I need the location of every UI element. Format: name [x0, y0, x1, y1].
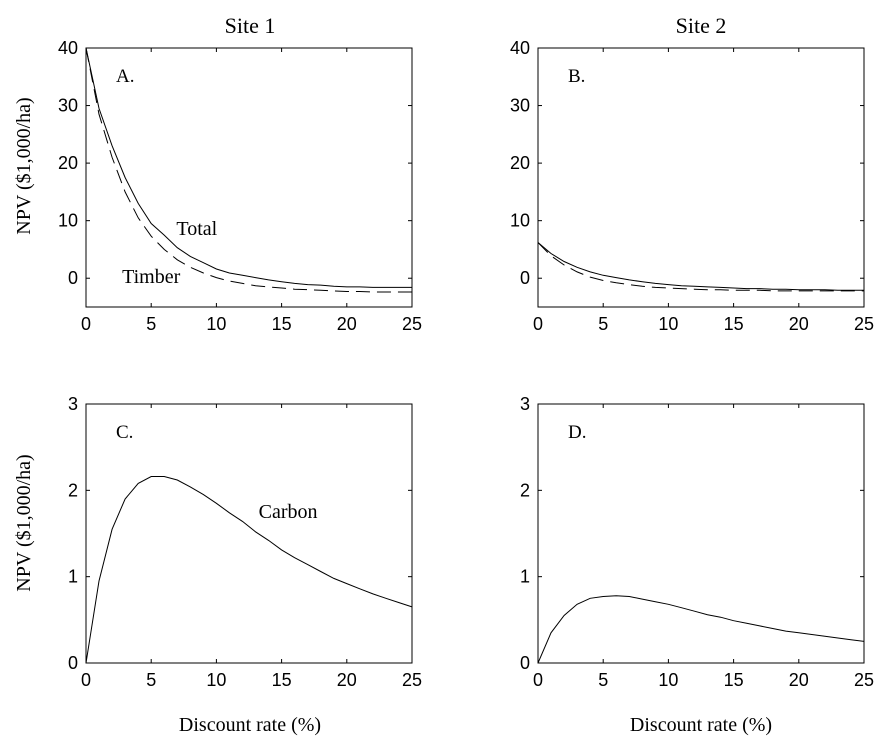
x-tick-label-a-1: 5	[146, 314, 156, 334]
y-tick-label-b-4: 40	[510, 38, 530, 58]
y-tick-label-c-3: 3	[68, 394, 78, 414]
x-tick-label-c-0: 0	[81, 670, 91, 690]
x-tick-label-c-1: 5	[146, 670, 156, 690]
panel-a: 0 5 10 15 20 25 0 10 20 30 40 A. Total Timber	[58, 38, 422, 334]
x-tick-label-d-2: 10	[658, 670, 678, 690]
y-tick-label-a-2: 20	[58, 153, 78, 173]
panel-label-d: D.	[568, 422, 586, 443]
x-tick-label-a-2: 10	[206, 314, 226, 334]
annotation-total-a: Total	[176, 218, 217, 240]
column-title-site-1: Site 1	[225, 13, 276, 38]
y-tick-label-d-1: 1	[520, 567, 530, 587]
x-tick-label-b-4: 20	[789, 314, 809, 334]
y-tick-label-a-0: 0	[68, 268, 78, 288]
y-tick-label-a-4: 40	[58, 38, 78, 58]
dashed-line-b	[537, 242, 864, 292]
x-tick-label-b-2: 10	[658, 314, 678, 334]
annotation-carbon-c: Carbon	[259, 501, 318, 523]
x-tick-label-d-3: 15	[724, 670, 744, 690]
x-tick-label-b-3: 15	[724, 314, 744, 334]
x-tick-label-b-0: 0	[533, 314, 543, 334]
annotation-timber-a: Timber	[122, 266, 181, 288]
y-tick-label-b-3: 30	[510, 96, 530, 116]
column-title-site-2: Site 2	[676, 13, 727, 38]
panel-b: 0 5 10 15 20 25 0 10 20 30 40 B.	[510, 38, 874, 334]
panel-label-b: B.	[568, 66, 585, 87]
x-tick-label-b-1: 5	[598, 314, 608, 334]
plot-frame-a	[85, 47, 413, 308]
x-tick-label-a-0: 0	[81, 314, 91, 334]
plot-frame-d	[537, 403, 865, 664]
x-tick-label-c-2: 10	[206, 670, 226, 690]
y-tick-label-a-1: 10	[58, 211, 78, 231]
panel-c: 0 5 10 15 20 25 0 1 2 3 C. Carbon	[68, 394, 422, 690]
x-tick-label-d-0: 0	[533, 670, 543, 690]
x-tick-label-a-5: 25	[402, 314, 422, 334]
x-tick-label-c-3: 15	[272, 670, 292, 690]
x-axis-title-right: Discount rate (%)	[630, 714, 772, 736]
plot-frame-b	[537, 47, 865, 308]
panel-d: 0 5 10 15 20 25 0 1 2 3 D.	[520, 394, 874, 690]
panel-label-a: A.	[116, 66, 134, 87]
y-tick-label-c-2: 2	[68, 480, 78, 500]
y-tick-label-c-1: 1	[68, 567, 78, 587]
solid-line-d	[537, 595, 865, 664]
y-tick-label-b-2: 20	[510, 153, 530, 173]
x-tick-label-b-5: 25	[854, 314, 874, 334]
panel-label-c: C.	[116, 422, 133, 443]
solid-line-a	[85, 47, 412, 288]
x-tick-label-a-4: 20	[337, 314, 357, 334]
x-tick-label-d-1: 5	[598, 670, 608, 690]
solid-line-b	[537, 242, 864, 291]
y-tick-label-c-0: 0	[68, 653, 78, 673]
y-tick-label-b-0: 0	[520, 268, 530, 288]
y-tick-label-d-3: 3	[520, 394, 530, 414]
y-axis-title-top: NPV ($1,000/ha)	[13, 97, 35, 234]
y-axis-title-bottom: NPV ($1,000/ha)	[13, 454, 35, 591]
x-tick-label-d-4: 20	[789, 670, 809, 690]
solid-line-c	[85, 476, 413, 664]
y-tick-label-d-2: 2	[520, 480, 530, 500]
dashed-line-a	[85, 47, 412, 293]
x-axis-title-left: Discount rate (%)	[179, 714, 321, 736]
x-tick-label-a-3: 15	[272, 314, 292, 334]
y-tick-label-a-3: 30	[58, 96, 78, 116]
y-tick-label-b-1: 10	[510, 211, 530, 231]
x-tick-label-d-5: 25	[854, 670, 874, 690]
x-tick-label-c-4: 20	[337, 670, 357, 690]
y-tick-label-d-0: 0	[520, 653, 530, 673]
x-tick-label-c-5: 25	[402, 670, 422, 690]
plot-frame-c	[85, 403, 413, 664]
